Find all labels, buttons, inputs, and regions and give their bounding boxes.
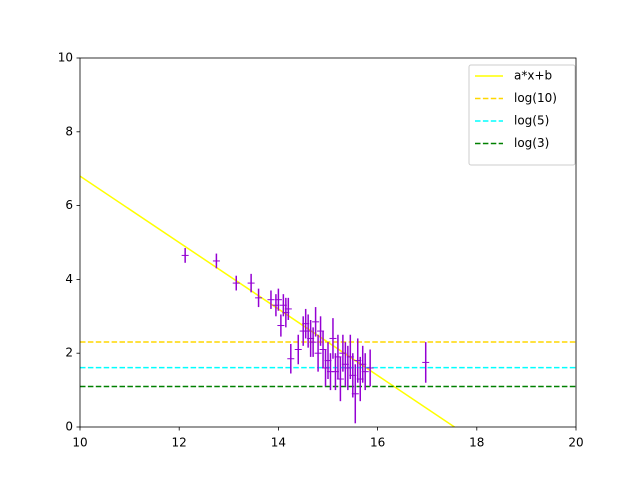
y-tick-label: 2 xyxy=(65,346,73,360)
x-tick-label: 16 xyxy=(370,436,385,450)
plot-frame xyxy=(79,57,577,428)
y-tick-label: 6 xyxy=(65,198,73,212)
y-tick-label: 4 xyxy=(65,272,73,286)
legend-label: log(10) xyxy=(514,91,557,105)
y-tick-label: 8 xyxy=(65,124,73,138)
x-tick-label: 14 xyxy=(271,436,286,450)
x-tick-label: 10 xyxy=(72,436,87,450)
legend-label: a*x+b xyxy=(514,69,552,83)
legend-label: log(3) xyxy=(514,136,549,150)
x-tick-label: 20 xyxy=(568,436,583,450)
y-tick-label: 10 xyxy=(58,51,73,65)
legend-label: log(5) xyxy=(514,114,549,128)
series-line xyxy=(80,175,455,427)
x-tick-label: 18 xyxy=(469,436,484,450)
legend-box xyxy=(468,64,576,166)
plot-area xyxy=(80,175,576,427)
y-tick-label: 0 xyxy=(65,420,73,434)
x-tick-label: 12 xyxy=(172,436,187,450)
